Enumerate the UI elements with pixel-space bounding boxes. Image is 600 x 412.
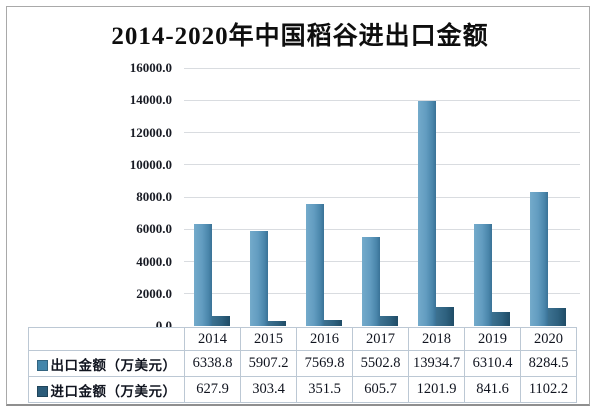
legend-label-import: 进口金额（万美元）	[50, 383, 177, 399]
bar-import-2018	[436, 307, 454, 326]
gridline	[184, 228, 580, 230]
table-year-2020: 2020	[520, 327, 577, 351]
table-import-value-2014: 627.9	[184, 376, 241, 403]
table-import-value-2019: 841.6	[464, 376, 521, 403]
table-row-export: 出口金额（万美元） 6338.8 5907.2 7569.8 5502.8 13934.7…	[28, 350, 577, 377]
gridline	[184, 132, 580, 133]
table-import-value-2016: 351.5	[296, 376, 353, 403]
bar-export-2017	[362, 237, 380, 326]
gridline	[184, 99, 580, 101]
table-import-value-2017: 605.7	[352, 376, 409, 403]
gridline	[184, 261, 580, 262]
table-year-2019: 2019	[464, 327, 521, 351]
y-axis-tick-label: 6000.0	[136, 221, 172, 237]
gridline	[184, 293, 580, 295]
data-table: 2014 2015 2016 2017 2018 2019 2020 出口金额（万美元） 633…	[28, 327, 577, 403]
legend-swatch-export-icon	[36, 359, 48, 371]
legend-swatch-import-icon	[36, 385, 48, 397]
legend-cell-import: 进口金额（万美元）	[28, 376, 185, 403]
bar-import-2019	[492, 312, 510, 326]
table-row-import: 进口金额（万美元） 627.9 303.4 351.5 605.7 1201.9 841.6…	[28, 376, 577, 403]
bar-import-2015	[268, 321, 286, 326]
bar-import-2020	[548, 308, 566, 326]
table-export-value-2014: 6338.8	[184, 350, 241, 377]
y-axis-tick-label: 10000.0	[129, 156, 172, 172]
table-year-2014: 2014	[184, 327, 241, 351]
table-export-value-2016: 7569.8	[296, 350, 353, 377]
bar-export-2015	[250, 231, 268, 326]
bar-export-2018	[418, 101, 436, 326]
table-year-2018: 2018	[408, 327, 465, 351]
table-import-value-2018: 1201.9	[408, 376, 465, 403]
bar-import-2016	[324, 320, 342, 326]
table-header-row: 2014 2015 2016 2017 2018 2019 2020	[28, 327, 577, 351]
bar-export-2019	[474, 224, 492, 326]
y-axis-tick-label: 8000.0	[136, 189, 172, 204]
bar-export-2014	[194, 224, 212, 326]
gridline	[184, 67, 580, 69]
y-axis-tick-label: 16000.0	[129, 60, 172, 75]
table-corner-cell	[28, 327, 185, 351]
table-export-value-2018: 13934.7	[408, 350, 465, 377]
table-import-value-2020: 1102.2	[520, 376, 577, 403]
table-export-value-2020: 8284.5	[520, 350, 577, 377]
bar-export-2016	[306, 204, 324, 326]
y-axis-tick-label: 14000.0	[129, 92, 172, 108]
gridline	[184, 196, 580, 198]
y-axis-tick-label: 12000.0	[129, 124, 172, 140]
bar-import-2017	[380, 316, 398, 326]
table-year-2015: 2015	[240, 327, 297, 351]
legend-label-export: 出口金额（万美元）	[50, 357, 177, 373]
table-year-2016: 2016	[296, 327, 353, 351]
bar-import-2014	[212, 316, 230, 326]
legend-cell-export: 出口金额（万美元）	[28, 350, 185, 377]
y-axis-tick-label: 4000.0	[136, 253, 172, 269]
table-year-2017: 2017	[352, 327, 409, 351]
table-export-value-2019: 6310.4	[464, 350, 521, 377]
table-import-value-2015: 303.4	[240, 376, 297, 403]
table-export-value-2015: 5907.2	[240, 350, 297, 377]
bar-export-2020	[530, 192, 548, 326]
table-export-value-2017: 5502.8	[352, 350, 409, 377]
y-axis-tick-label: 2000.0	[136, 285, 172, 301]
chart-title: 2014-2020年中国稻谷进出口金额	[111, 23, 489, 50]
gridline	[184, 164, 580, 166]
